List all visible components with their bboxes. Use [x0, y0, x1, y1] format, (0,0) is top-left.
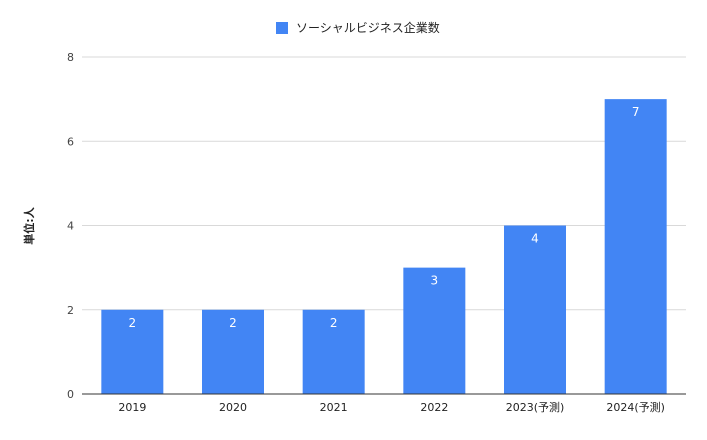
data-label: 7 [632, 105, 640, 119]
y-tick-label: 6 [67, 135, 74, 148]
y-tick-label: 2 [67, 304, 74, 317]
legend-label: ソーシャルビジネス企業数 [296, 20, 440, 35]
x-tick-label: 2021 [320, 401, 348, 414]
bar [302, 309, 365, 394]
bar [202, 309, 264, 394]
legend: ソーシャルビジネス企業数 [276, 20, 440, 35]
x-tick-label: 2020 [219, 401, 247, 414]
data-label: 2 [330, 316, 338, 330]
y-tick-label: 8 [67, 51, 74, 64]
data-label: 3 [431, 274, 439, 288]
bar [101, 309, 164, 394]
bar [403, 267, 466, 394]
bars [101, 99, 667, 394]
bar [604, 99, 667, 394]
x-tick-labels: 2019 2020 2021 2022 2023(予測) 2024(予測) [118, 400, 665, 414]
data-label: 4 [531, 232, 539, 246]
x-tick-label: 2023(予測) [506, 400, 565, 414]
y-tick-labels: 0 2 4 6 8 [67, 51, 74, 401]
bar [504, 225, 566, 394]
data-label: 2 [129, 316, 137, 330]
data-labels: 2 2 2 3 4 7 [129, 105, 640, 330]
x-tick-label: 2024(予測) [606, 400, 665, 414]
y-axis-label: 単位:人 [22, 206, 36, 244]
legend-swatch [276, 22, 288, 34]
y-tick-label: 4 [67, 220, 74, 233]
x-tick-label: 2022 [420, 401, 448, 414]
data-label: 2 [229, 316, 237, 330]
x-tick-label: 2019 [118, 401, 146, 414]
y-tick-label: 0 [67, 388, 74, 401]
gridlines [82, 56, 686, 311]
